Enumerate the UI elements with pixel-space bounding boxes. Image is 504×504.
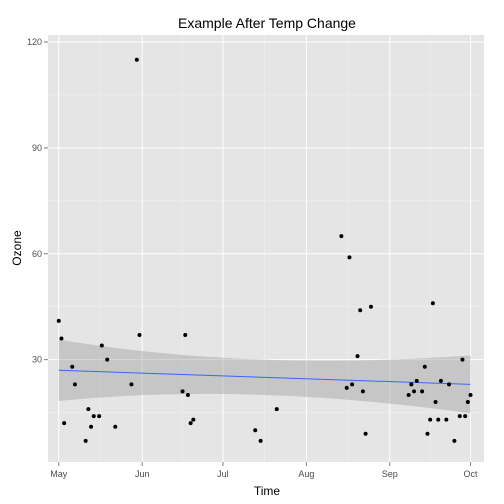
x-tick-label: Oct: [464, 469, 479, 479]
x-tick-label: Jul: [217, 469, 229, 479]
minor-gridlines: [48, 35, 484, 462]
data-point: [253, 428, 258, 433]
x-tick-label: Aug: [298, 469, 314, 479]
data-point: [137, 332, 142, 337]
data-point: [59, 336, 64, 341]
data-point: [436, 417, 441, 422]
data-point: [129, 382, 134, 387]
data-point: [86, 407, 91, 412]
data-point: [355, 354, 360, 359]
data-point: [350, 382, 355, 387]
data-point: [358, 308, 363, 313]
x-axis-title: Time: [254, 484, 281, 498]
data-point: [406, 392, 411, 397]
confidence-ribbon: [58, 339, 471, 414]
data-point: [425, 431, 430, 436]
data-point: [444, 417, 449, 422]
data-point: [185, 392, 190, 397]
y-axis-ticks: 30 60 90 120: [27, 37, 48, 365]
data-point: [412, 389, 417, 394]
data-point: [89, 424, 94, 429]
plot-panel: [48, 35, 484, 462]
data-point: [344, 385, 349, 390]
data-point: [422, 364, 427, 369]
data-point: [368, 304, 373, 309]
data-point: [452, 438, 457, 443]
x-tick-label: Jun: [135, 469, 150, 479]
data-point: [180, 389, 185, 394]
y-axis-title: Ozone: [10, 230, 24, 266]
data-point: [460, 357, 465, 362]
data-points: [56, 57, 473, 443]
data-point: [360, 389, 365, 394]
data-point: [99, 343, 104, 348]
data-point: [409, 382, 414, 387]
x-tick-label: May: [50, 469, 68, 479]
data-point: [191, 417, 196, 422]
data-point: [274, 407, 279, 412]
data-point: [447, 382, 452, 387]
data-point: [347, 255, 352, 260]
x-axis-ticks: May Jun Jul Aug Sep Oct: [50, 462, 478, 479]
data-point: [134, 57, 139, 62]
data-point: [91, 414, 96, 419]
data-point: [428, 417, 433, 422]
data-point: [465, 400, 470, 405]
y-tick-label: 90: [32, 143, 42, 153]
data-point: [468, 392, 473, 397]
data-point: [183, 332, 188, 337]
data-point: [457, 414, 462, 419]
data-point: [430, 301, 435, 306]
data-point: [433, 400, 438, 405]
data-point: [105, 357, 110, 362]
y-tick-label: 120: [27, 37, 42, 47]
data-point: [72, 382, 77, 387]
data-point: [438, 378, 443, 383]
data-point: [339, 234, 344, 239]
x-tick-label: Sep: [382, 469, 398, 479]
data-point: [113, 424, 118, 429]
y-tick-label: 60: [32, 249, 42, 259]
data-point: [62, 421, 67, 426]
data-point: [363, 431, 368, 436]
data-point: [414, 378, 419, 383]
smooth-fit-line: [58, 369, 471, 385]
data-point: [56, 318, 61, 323]
data-point: [188, 421, 193, 426]
data-point: [258, 438, 263, 443]
y-tick-label: 30: [32, 355, 42, 365]
data-point: [97, 414, 102, 419]
data-point: [70, 364, 75, 369]
data-point: [420, 389, 425, 394]
chart-title: Example After Temp Change: [178, 15, 356, 31]
major-gridlines: [48, 35, 484, 462]
data-point: [463, 414, 468, 419]
data-point: [83, 438, 88, 443]
